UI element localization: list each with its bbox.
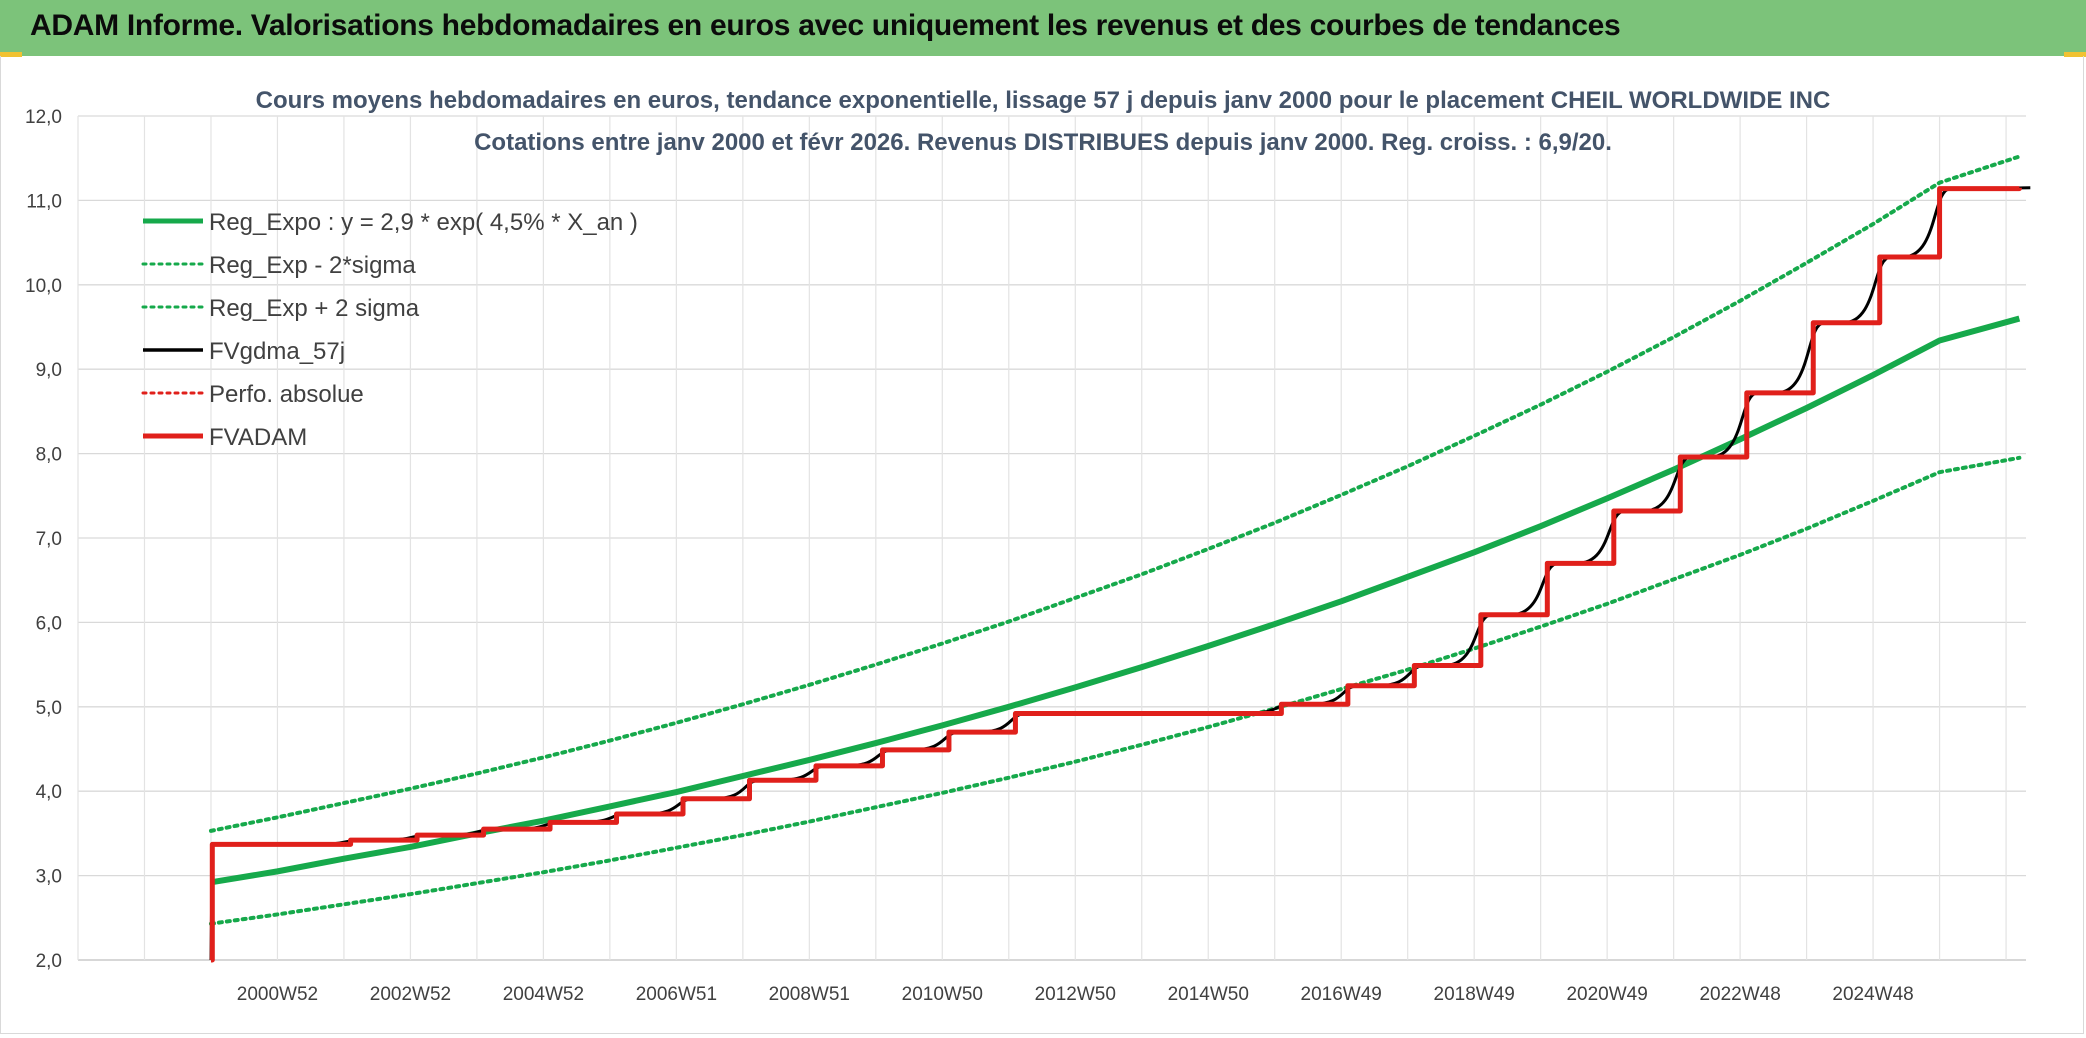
y-tick-label: 2,0 [36,951,62,972]
y-tick-label: 10,0 [25,276,62,297]
x-tick-label: 2008W51 [769,984,850,1005]
chart-title: Cours moyens hebdomadaires en euros, ten… [256,87,1831,114]
series-line-2 [208,154,2022,833]
corner-marker-left [0,52,22,57]
y-tick-label: 6,0 [36,613,62,634]
y-tick-label: 8,0 [36,445,62,466]
x-tick-label: 2024W48 [1832,984,1913,1005]
legend-label-0: Reg_Expo : y = 2,9 * exp( 4,5% * X_an ) [209,209,638,236]
series-line-1 [208,455,2022,926]
y-tick-label: 9,0 [36,360,62,381]
x-tick-label: 2010W50 [902,984,983,1005]
legend-label-4: Perfo. absolue [209,381,364,408]
report-title: ADAM Informe. Valorisations hebdomadaire… [30,9,1621,42]
corner-marker-right [2064,52,2086,57]
chart-subtitle: Cotations entre janv 2000 et févr 2026. … [474,129,1612,156]
x-tick-label: 2014W50 [1168,984,1249,1005]
y-tick-label: 4,0 [36,782,62,803]
legend-label-1: Reg_Exp - 2*sigma [209,252,416,279]
legend-label-5: FVADAM [209,424,307,451]
y-tick-label: 12,0 [25,107,62,128]
report-banner: ADAM Informe. Valorisations hebdomadaire… [0,0,2086,56]
legend: Reg_Expo : y = 2,9 * exp( 4,5% * X_an ) R… [141,209,638,451]
x-tick-label: 2016W49 [1301,984,1382,1005]
y-tick-label: 11,0 [26,191,62,212]
y-tick-label: 3,0 [36,867,62,888]
x-tick-label: 2020W49 [1566,984,1647,1005]
x-tick-label: 2006W51 [636,984,717,1005]
x-tick-label: 2018W49 [1434,984,1515,1005]
x-tick-label: 2000W52 [237,984,318,1005]
x-tick-label: 2002W52 [370,984,451,1005]
x-axis-ticks: 2000W52 2002W52 2004W52 2006W51 2008W51 2010W… [237,984,1914,1005]
x-tick-label: 2012W50 [1035,984,1116,1005]
chart-frame [0,56,2084,1034]
legend-label-3: FVgdma_57j [209,338,345,365]
y-axis-ticks: 2,0 3,0 4,0 5,0 6,0 7,0 8,0 9,0 10,0 11,0 12,0 [25,107,62,972]
y-tick-label: 5,0 [36,698,62,719]
grid-lines [77,115,2026,961]
y-tick-label: 7,0 [36,529,62,550]
series-line-3 [209,186,2031,961]
series-lines [208,154,2031,963]
x-tick-label: 2022W48 [1699,984,1780,1005]
legend-label-2: Reg_Exp + 2 sigma [209,295,420,322]
series-line-5 [209,186,2022,963]
x-tick-label: 2004W52 [503,984,584,1005]
